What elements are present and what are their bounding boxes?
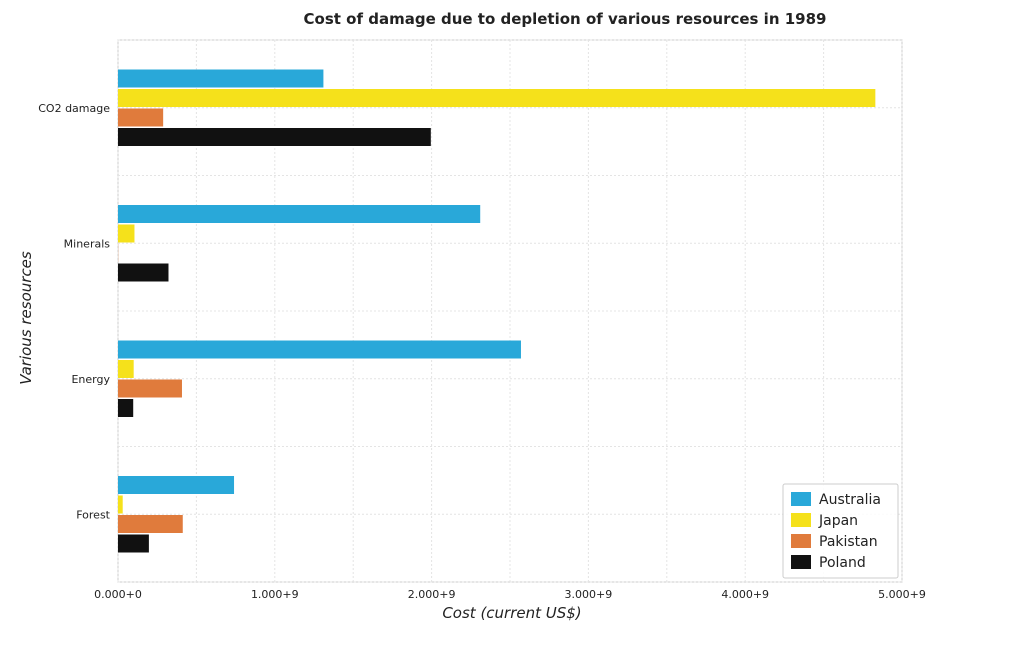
bar-japan-0 — [118, 89, 876, 107]
legend-swatch-japan — [791, 513, 811, 527]
bar-pakistan-2 — [118, 379, 182, 398]
y-axis-label: Various resources — [17, 251, 35, 385]
grid-lines — [117, 39, 903, 583]
legend-label-poland: Poland — [819, 555, 866, 571]
legend-label-japan: Japan — [818, 513, 858, 529]
x-tick-labels: 0.000+0 1.000+9 2.000+9 3.000+9 4.000+9 5.000… — [94, 588, 926, 601]
bar-japan-2 — [118, 360, 134, 378]
y-tick-label: Minerals — [64, 237, 111, 250]
legend-swatch-pakistan — [791, 534, 811, 548]
legend-swatch-australia — [791, 492, 811, 506]
y-tick-label: Energy — [71, 373, 110, 386]
y-tick-label: CO2 damage — [38, 102, 110, 115]
bar-pakistan-3 — [118, 515, 183, 533]
legend-swatch-poland — [791, 555, 811, 569]
bar-australia-1 — [118, 205, 481, 223]
x-tick-label: 2.000+9 — [408, 588, 456, 601]
bar-poland-2 — [118, 399, 134, 417]
x-tick-label: 1.000+9 — [251, 588, 299, 601]
x-tick-label: 0.000+0 — [94, 588, 142, 601]
y-tick-labels: CO2 damage Minerals Energy Forest — [38, 102, 110, 522]
bar-japan-1 — [118, 224, 135, 243]
legend-label-australia: Australia — [819, 492, 881, 508]
x-axis-label: Cost (current US$) — [442, 604, 581, 622]
bar-australia-3 — [118, 476, 235, 494]
x-tick-label: 3.000+9 — [565, 588, 613, 601]
bar-australia-0 — [118, 69, 324, 88]
bar-australia-2 — [118, 340, 521, 359]
bar-poland-1 — [118, 263, 169, 282]
bar-pakistan-0 — [118, 108, 164, 127]
bars-group — [118, 69, 876, 553]
legend-box — [782, 483, 899, 579]
legend-label-pakistan: Pakistan — [819, 534, 878, 550]
x-tick-label: 4.000+9 — [721, 588, 769, 601]
legend: Australia Japan Pakistan Poland — [782, 483, 899, 579]
y-tick-label: Forest — [76, 508, 110, 521]
chart-title: Cost of damage due to depletion of vario… — [304, 10, 827, 28]
bar-poland-3 — [118, 534, 149, 553]
bar-poland-0 — [118, 128, 431, 146]
x-tick-label: 5.000+9 — [878, 588, 926, 601]
bar-japan-3 — [118, 495, 123, 514]
